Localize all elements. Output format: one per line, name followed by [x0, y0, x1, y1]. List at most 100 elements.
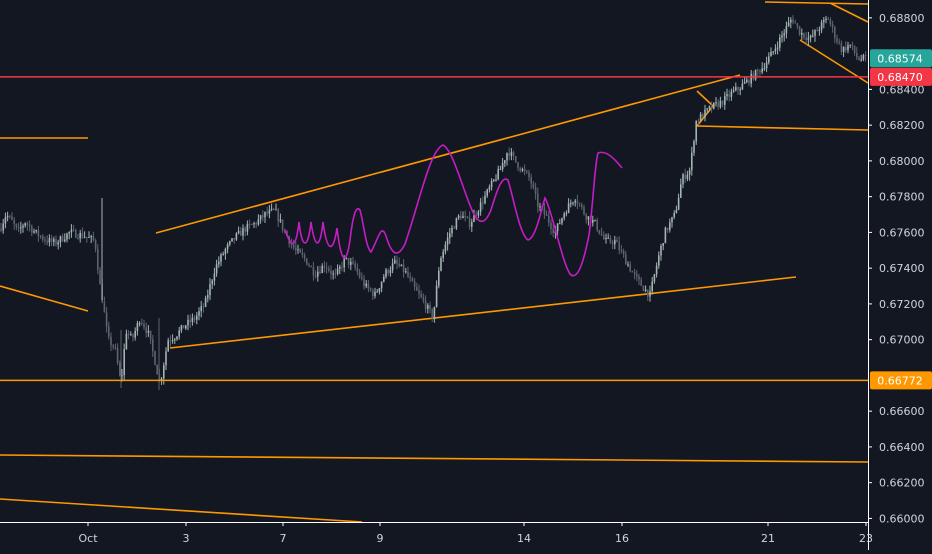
candle-body	[477, 211, 480, 216]
candle-body	[185, 325, 187, 329]
candle-body	[526, 170, 528, 173]
candle-body	[578, 203, 581, 205]
candle-body	[2, 223, 4, 231]
candle-body	[127, 333, 130, 335]
candle-body	[413, 281, 416, 287]
candle-body	[860, 59, 862, 61]
candle-body	[565, 212, 568, 214]
candle-body	[171, 340, 174, 342]
candle-body	[625, 254, 627, 265]
candle-body	[512, 152, 515, 157]
candle-body	[306, 258, 308, 265]
trend-line	[155, 74, 741, 234]
candle-body	[781, 35, 783, 38]
candles	[0, 15, 867, 390]
candle-body	[204, 297, 207, 307]
candle-body	[103, 302, 106, 313]
candle-body	[279, 219, 282, 222]
candle-body	[66, 233, 68, 240]
candle-body	[840, 42, 843, 52]
candle-body	[834, 27, 836, 39]
candle-body	[407, 271, 409, 277]
candle-body	[851, 44, 854, 46]
candle-body	[134, 330, 136, 338]
candle-body	[627, 264, 629, 266]
candle-body	[255, 223, 257, 225]
candle-body	[248, 223, 251, 225]
candle-body	[831, 24, 834, 28]
candle-body	[264, 212, 266, 218]
candle-body	[726, 94, 728, 96]
candle-body	[200, 306, 202, 312]
price-tick-label: 0.68200	[879, 119, 925, 132]
candle-body	[319, 271, 321, 273]
candle-body	[391, 263, 394, 271]
candle-body	[20, 227, 22, 229]
price-tick-label: 0.67000	[879, 334, 925, 347]
price-label-box	[870, 371, 932, 390]
candle-body	[770, 51, 772, 57]
candle-body	[506, 153, 508, 161]
candle-body	[176, 336, 178, 340]
candle-body	[633, 272, 636, 275]
candle-body	[411, 278, 414, 282]
candle-body	[383, 276, 385, 282]
candle-body	[167, 340, 169, 352]
candle-body	[163, 365, 165, 379]
candle-body	[798, 26, 801, 35]
candle-body	[746, 79, 748, 83]
candle-body	[768, 56, 770, 63]
time-tick-label: 21	[761, 532, 775, 545]
candle-body	[394, 260, 396, 264]
candle-body	[807, 37, 810, 41]
candle-body	[706, 108, 708, 110]
candle-body	[600, 233, 603, 236]
price-tick-label: 0.66200	[879, 477, 925, 490]
candle-body	[519, 168, 521, 171]
candle-body	[462, 216, 464, 219]
candle-body	[455, 218, 458, 229]
candle-body	[242, 228, 244, 236]
candle-body	[46, 240, 48, 243]
price-tick-label: 0.67200	[879, 298, 925, 311]
candle-body	[704, 109, 706, 118]
candle-body	[475, 214, 477, 216]
candle-body	[44, 239, 46, 241]
candle-body	[160, 378, 163, 381]
candle-body	[356, 268, 359, 273]
candle-body	[620, 250, 623, 252]
candle-body	[713, 102, 715, 109]
candle-body	[614, 240, 616, 245]
candle-body	[757, 69, 759, 71]
candle-body	[268, 210, 271, 214]
candle-body	[99, 269, 101, 285]
candle-body	[312, 266, 315, 276]
candle-body	[433, 306, 436, 320]
time-axis[interactable]: Oct 3 7 9 14 16 21 23	[0, 522, 873, 545]
candle-body	[486, 189, 488, 196]
candle-body	[350, 261, 352, 265]
candle-body	[220, 254, 222, 262]
price-axis[interactable]: 0.68800 0.68400 0.68200 0.68000 0.67800 0.676…	[868, 0, 932, 550]
candle-body	[42, 236, 44, 240]
candle-body	[367, 283, 370, 289]
candle-body	[376, 291, 378, 293]
candle-body	[332, 273, 334, 275]
candle-body	[761, 68, 763, 73]
trend-lines[interactable]	[0, 1, 869, 523]
candle-body	[416, 286, 418, 291]
candle-body	[94, 239, 97, 249]
candle-body	[50, 238, 53, 242]
candle-body	[224, 249, 227, 255]
horizontal-price-lines[interactable]	[0, 76, 868, 382]
candle-body	[422, 297, 425, 301]
candle-body	[453, 227, 455, 229]
candle-body	[345, 257, 348, 259]
candle-body	[325, 267, 328, 269]
candle-body	[820, 22, 823, 30]
annotation-curves[interactable]	[284, 144, 623, 277]
candle-body	[136, 323, 139, 331]
candle-body	[156, 364, 158, 375]
